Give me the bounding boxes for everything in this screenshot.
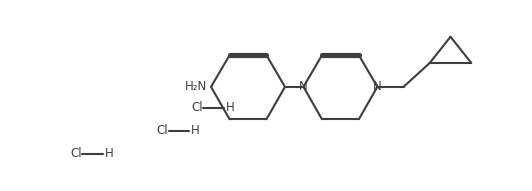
- Text: H: H: [105, 147, 113, 160]
- Text: Cl: Cl: [191, 101, 203, 114]
- Text: H₂N: H₂N: [185, 80, 207, 93]
- Text: Cl: Cl: [156, 124, 168, 137]
- Text: Cl: Cl: [70, 147, 82, 160]
- Text: N: N: [373, 80, 382, 93]
- Text: H: H: [226, 101, 235, 114]
- Text: N: N: [299, 80, 308, 93]
- Text: H: H: [191, 124, 200, 137]
